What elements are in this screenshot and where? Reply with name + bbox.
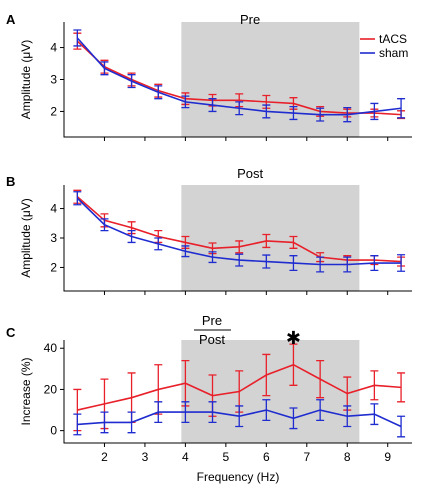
legend-label: tACS xyxy=(379,32,407,46)
series-line xyxy=(77,363,402,411)
axes xyxy=(63,340,412,444)
panel-letter: B xyxy=(6,174,15,189)
panel-title: Post xyxy=(237,166,263,181)
title-denominator: Post xyxy=(199,332,225,347)
error-bar xyxy=(397,415,406,438)
shaded-band xyxy=(181,340,360,443)
y-tick-label: 3 xyxy=(50,231,57,245)
panel-letter: C xyxy=(6,325,16,340)
series-line xyxy=(76,37,402,116)
x-tick-label: 8 xyxy=(344,450,351,464)
y-tick-label: 2 xyxy=(50,260,57,274)
x-tick-label: 3 xyxy=(142,450,149,464)
series-tacs xyxy=(73,343,406,432)
shaded-band xyxy=(181,185,360,291)
x-tick-label: 4 xyxy=(182,450,189,464)
legend-label: sham xyxy=(379,46,408,60)
y-tick-label: 20 xyxy=(44,382,58,396)
axes xyxy=(63,185,412,292)
title-numerator: Pre xyxy=(202,313,222,328)
x-tick-label: 9 xyxy=(384,450,391,464)
x-axis-label: Frequency (Hz) xyxy=(197,470,280,484)
series-sham xyxy=(73,399,406,438)
y-tick-label: 2 xyxy=(50,104,57,118)
x-tick-label: 7 xyxy=(303,450,310,464)
series-line xyxy=(76,197,402,266)
x-tick-label: 6 xyxy=(263,450,270,464)
x-tick-label: 5 xyxy=(223,450,230,464)
y-axis-label: Amplitude (μV) xyxy=(19,40,33,120)
y-tick-label: 40 xyxy=(44,341,58,355)
y-tick-label: 4 xyxy=(50,41,57,55)
series-sham xyxy=(73,29,406,123)
y-tick-label: 3 xyxy=(50,73,57,87)
series-sham xyxy=(73,191,406,273)
series-line xyxy=(77,409,402,428)
error-bar xyxy=(73,29,82,47)
x-tick-label: 2 xyxy=(101,450,108,464)
y-axis-label: Amplitude (μV) xyxy=(19,198,33,278)
shaded-band xyxy=(181,22,360,137)
panel-title: Pre xyxy=(240,12,260,27)
y-tick-label: 4 xyxy=(50,202,57,216)
axes xyxy=(63,22,412,138)
panel-letter: A xyxy=(6,12,16,27)
panel-c: 0 20 40 2 3 4 5 6 7 8 9 C Pre Post Increase (%) Frequen… xyxy=(6,313,412,484)
significance-asterisk: ✱ xyxy=(286,328,301,349)
panel-b: 2 3 4 B Post Amplitude (μV) xyxy=(6,166,412,295)
y-axis-label: Increase (%) xyxy=(19,357,33,425)
y-tick-label: 0 xyxy=(50,424,57,438)
